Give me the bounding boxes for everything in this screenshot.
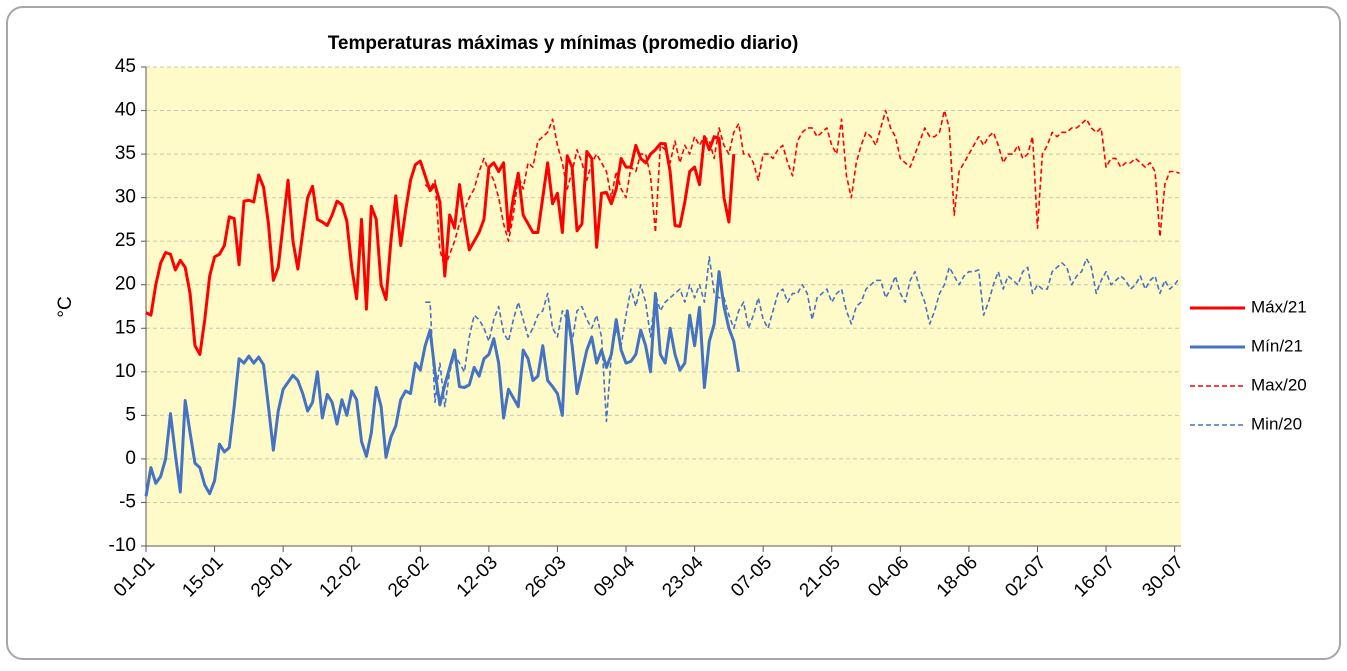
- y-tick-label: 5: [125, 404, 136, 425]
- series-line: [424, 109, 1180, 269]
- y-tick-label: 15: [115, 317, 136, 338]
- legend-label: Max/20: [1251, 375, 1307, 394]
- y-tick-label: 25: [115, 230, 136, 251]
- y-tick-label: 45: [115, 56, 136, 77]
- series-line: [144, 270, 741, 497]
- legend-label: Mín/21: [1251, 336, 1303, 355]
- series-line: [425, 256, 1181, 423]
- y-tick-label: 20: [115, 274, 136, 295]
- legend-label: Min/20: [1251, 414, 1302, 433]
- series-line: [145, 135, 736, 356]
- legend-label: Máx/21: [1251, 297, 1307, 316]
- y-tick-label: 40: [115, 100, 136, 121]
- y-tick-label: -10: [109, 535, 136, 556]
- y-tick-label: -5: [119, 491, 136, 512]
- chart-title: Temperaturas máximas y mínimas (promedio…: [328, 33, 799, 54]
- y-tick-label: 10: [115, 361, 136, 382]
- y-axis-label: °C: [55, 296, 76, 317]
- y-tick-label: 0: [125, 448, 136, 469]
- y-tick-label: 35: [115, 143, 136, 164]
- y-tick-label: 30: [115, 187, 136, 208]
